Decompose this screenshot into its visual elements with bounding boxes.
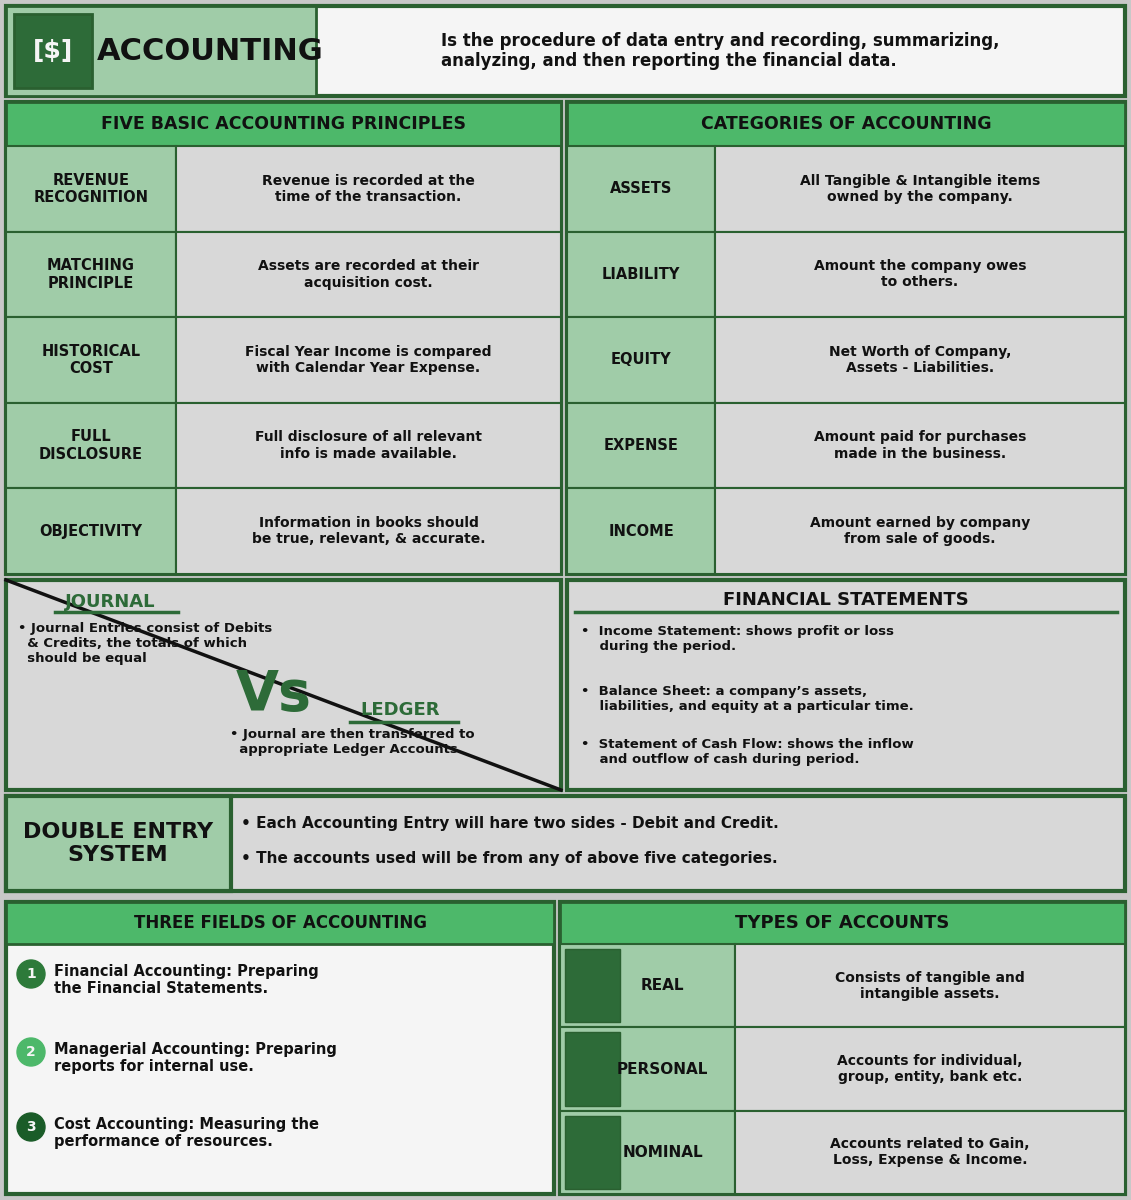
Bar — [6, 796, 1125, 890]
Circle shape — [17, 960, 45, 988]
Text: 1: 1 — [26, 967, 36, 982]
Text: •  Balance Sheet: a company’s assets,
    liabilities, and equity at a particula: • Balance Sheet: a company’s assets, lia… — [581, 685, 914, 713]
Bar — [6, 6, 1125, 96]
Bar — [715, 488, 1125, 574]
Text: • Each Accounting Entry will hare two sides - Debit and Credit.: • Each Accounting Entry will hare two si… — [241, 816, 779, 830]
Text: EQUITY: EQUITY — [611, 353, 672, 367]
Text: •  Income Statement: shows profit or loss
    during the period.: • Income Statement: shows profit or loss… — [581, 625, 893, 653]
Text: Is the procedure of data entry and recording, summarizing,
analyzing, and then r: Is the procedure of data entry and recor… — [441, 31, 1000, 71]
Text: Information in books should
be true, relevant, & accurate.: Information in books should be true, rel… — [252, 516, 485, 546]
Bar — [560, 902, 1125, 1194]
Bar — [6, 403, 176, 488]
Text: Net Worth of Company,
Assets - Liabilities.: Net Worth of Company, Assets - Liabiliti… — [829, 344, 1011, 376]
Bar — [14, 14, 92, 88]
Bar — [6, 580, 561, 790]
Text: PERSONAL: PERSONAL — [616, 1062, 708, 1076]
Bar — [715, 232, 1125, 317]
Bar — [735, 1027, 1125, 1111]
Bar — [560, 944, 735, 1027]
Bar — [566, 1032, 620, 1105]
Text: OBJECTIVITY: OBJECTIVITY — [40, 523, 143, 539]
Text: FIVE BASIC ACCOUNTING PRINCIPLES: FIVE BASIC ACCOUNTING PRINCIPLES — [101, 115, 466, 133]
Bar — [560, 1111, 735, 1194]
Text: Amount earned by company
from sale of goods.: Amount earned by company from sale of go… — [810, 516, 1030, 546]
Text: Accounts for individual,
group, entity, bank etc.: Accounts for individual, group, entity, … — [837, 1054, 1022, 1084]
Circle shape — [17, 1114, 45, 1141]
Text: NOMINAL: NOMINAL — [622, 1145, 702, 1160]
Bar — [6, 102, 561, 574]
Bar — [715, 317, 1125, 403]
Bar — [567, 232, 715, 317]
Text: • The accounts used will be from any of above five categories.: • The accounts used will be from any of … — [241, 851, 778, 866]
Text: Financial Accounting: Preparing
the Financial Statements.: Financial Accounting: Preparing the Fina… — [54, 964, 319, 996]
Bar — [560, 902, 1125, 944]
Text: MATCHING
PRINCIPLE: MATCHING PRINCIPLE — [48, 258, 135, 290]
Text: ACCOUNTING: ACCOUNTING — [96, 36, 323, 66]
Text: All Tangible & Intangible items
owned by the company.: All Tangible & Intangible items owned by… — [800, 174, 1041, 204]
Text: Assets are recorded at their
acquisition cost.: Assets are recorded at their acquisition… — [258, 259, 480, 289]
Text: 2: 2 — [26, 1045, 36, 1058]
Bar — [6, 6, 316, 96]
Text: DOUBLE ENTRY
SYSTEM: DOUBLE ENTRY SYSTEM — [23, 822, 213, 865]
Text: EXPENSE: EXPENSE — [604, 438, 679, 454]
Bar — [176, 403, 561, 488]
Text: JOURNAL: JOURNAL — [64, 593, 155, 611]
Text: HISTORICAL
COST: HISTORICAL COST — [42, 343, 140, 377]
Bar — [567, 580, 1125, 790]
Bar — [735, 944, 1125, 1027]
Bar — [6, 902, 554, 944]
Bar — [567, 488, 715, 574]
Bar — [6, 796, 231, 890]
Text: CATEGORIES OF ACCOUNTING: CATEGORIES OF ACCOUNTING — [701, 115, 991, 133]
Text: THREE FIELDS OF ACCOUNTING: THREE FIELDS OF ACCOUNTING — [133, 914, 426, 932]
Bar — [567, 146, 715, 232]
Text: ASSETS: ASSETS — [610, 181, 672, 197]
Bar — [176, 317, 561, 403]
Text: 3: 3 — [26, 1120, 36, 1134]
Bar — [560, 1027, 735, 1111]
Text: Fiscal Year Income is compared
with Calendar Year Expense.: Fiscal Year Income is compared with Cale… — [245, 344, 492, 376]
Bar — [715, 146, 1125, 232]
Bar — [567, 317, 715, 403]
Text: Amount paid for purchases
made in the business.: Amount paid for purchases made in the bu… — [814, 431, 1026, 461]
Text: Revenue is recorded at the
time of the transaction.: Revenue is recorded at the time of the t… — [262, 174, 475, 204]
Bar — [6, 102, 561, 146]
Text: •  Statement of Cash Flow: shows the inflow
    and outflow of cash during perio: • Statement of Cash Flow: shows the infl… — [581, 738, 914, 766]
Text: Consists of tangible and
intangible assets.: Consists of tangible and intangible asse… — [835, 971, 1025, 1001]
Text: Amount the company owes
to others.: Amount the company owes to others. — [813, 259, 1026, 289]
Bar — [6, 317, 176, 403]
Text: FULL
DISCLOSURE: FULL DISCLOSURE — [38, 430, 143, 462]
Bar — [176, 488, 561, 574]
Bar — [566, 1116, 620, 1189]
Bar — [567, 403, 715, 488]
Bar — [567, 102, 1125, 574]
Text: LIABILITY: LIABILITY — [602, 266, 680, 282]
Circle shape — [17, 1038, 45, 1066]
Text: FINANCIAL STATEMENTS: FINANCIAL STATEMENTS — [723, 590, 969, 608]
Text: • Journal Entries consist of Debits
  & Credits, the totals of which
  should be: • Journal Entries consist of Debits & Cr… — [18, 622, 273, 665]
Text: REAL: REAL — [641, 978, 684, 994]
Text: LEDGER: LEDGER — [361, 701, 440, 719]
Text: REVENUE
RECOGNITION: REVENUE RECOGNITION — [34, 173, 148, 205]
Text: INCOME: INCOME — [608, 523, 674, 539]
Bar — [6, 902, 554, 1194]
Text: Vs: Vs — [235, 668, 311, 722]
Text: Accounts related to Gain,
Loss, Expense & Income.: Accounts related to Gain, Loss, Expense … — [830, 1138, 1029, 1168]
Text: [$]: [$] — [33, 38, 74, 62]
Text: TYPES OF ACCOUNTS: TYPES OF ACCOUNTS — [735, 914, 950, 932]
Bar — [566, 949, 620, 1022]
Bar — [6, 146, 176, 232]
Bar — [715, 403, 1125, 488]
Bar — [176, 146, 561, 232]
Bar — [176, 232, 561, 317]
Bar — [735, 1111, 1125, 1194]
Text: Cost Accounting: Measuring the
performance of resources.: Cost Accounting: Measuring the performan… — [54, 1117, 319, 1150]
Bar — [567, 102, 1125, 146]
Bar — [6, 232, 176, 317]
Bar — [6, 488, 176, 574]
Text: Managerial Accounting: Preparing
reports for internal use.: Managerial Accounting: Preparing reports… — [54, 1042, 337, 1074]
Text: Full disclosure of all relevant
info is made available.: Full disclosure of all relevant info is … — [254, 431, 482, 461]
Text: • Journal are then transferred to
  appropriate Ledger Accounts: • Journal are then transferred to approp… — [230, 728, 475, 756]
